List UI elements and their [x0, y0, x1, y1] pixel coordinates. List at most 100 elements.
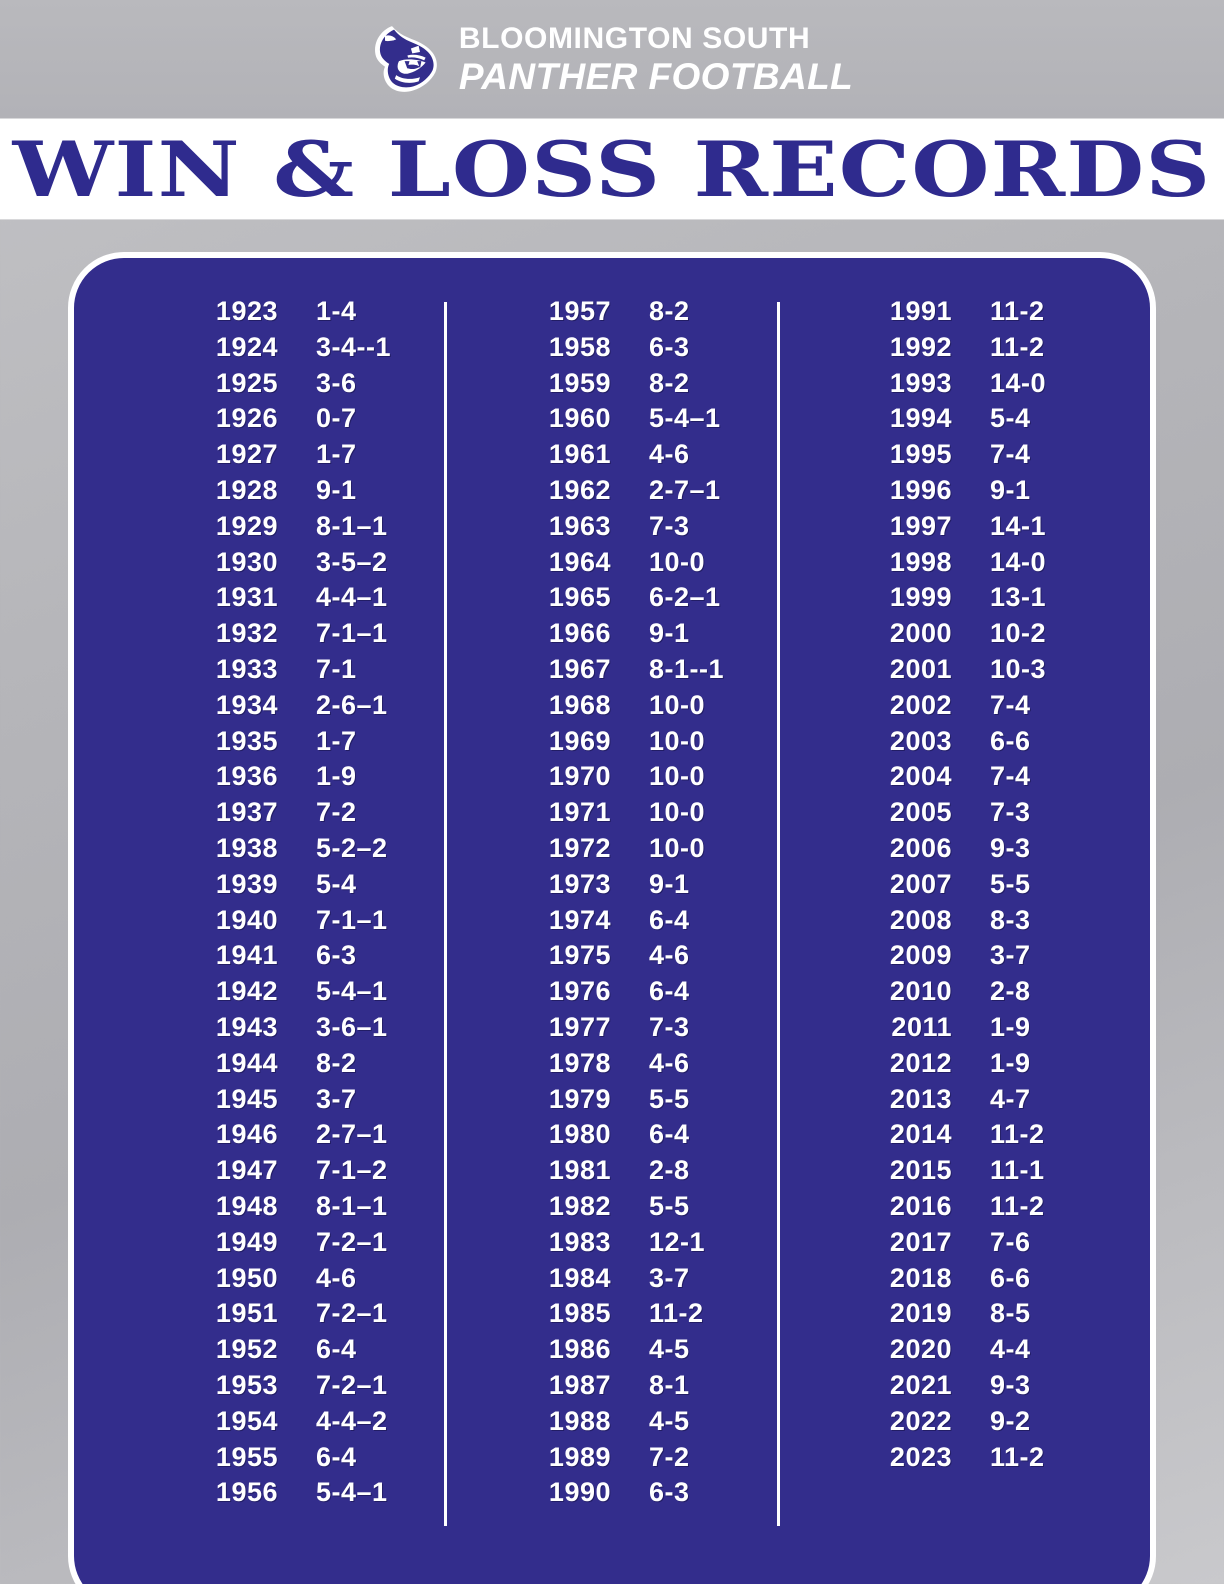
record-row: 1940 7-1–1 [114, 905, 444, 941]
record-value: 4-6 [649, 439, 690, 470]
record-row: 1997 14-1 [780, 511, 1110, 547]
record-value: 4-7 [990, 1083, 1031, 1114]
record-row: 1964 10-0 [447, 547, 777, 583]
record-value: 5-5 [649, 1083, 690, 1114]
records-panel: 1923 1-4 1924 3-4--1 1925 3-6 1926 0-7 1927 1-7 19… [68, 252, 1156, 1584]
record-row: 2002 7-4 [780, 690, 1110, 726]
record-row: 1949 7-2–1 [114, 1227, 444, 1263]
record-row: 1977 7-3 [447, 1012, 777, 1048]
record-value: 8-2 [649, 296, 690, 326]
record-value: 4-4–2 [316, 1405, 388, 1436]
record-row: 2022 9-2 [780, 1406, 1110, 1442]
record-year: 1942 [215, 976, 278, 1007]
record-year: 1956 [215, 1477, 278, 1508]
record-year: 1972 [548, 832, 611, 863]
record-year: 1978 [548, 1047, 611, 1078]
record-row: 1999 13-1 [780, 582, 1110, 618]
record-value: 3-7 [649, 1262, 690, 1293]
record-row: 2004 7-4 [780, 761, 1110, 797]
record-row: 1979 5-5 [447, 1084, 777, 1120]
record-row: 1978 4-6 [447, 1048, 777, 1084]
record-year: 2018 [889, 1262, 952, 1293]
record-value: 11-2 [990, 296, 1045, 326]
record-row: 1927 1-7 [114, 439, 444, 475]
record-year: 2020 [889, 1334, 952, 1365]
record-value: 5-2–2 [316, 832, 388, 863]
record-year: 2009 [889, 940, 952, 971]
record-year: 2016 [889, 1190, 952, 1221]
record-value: 6-4 [649, 1119, 690, 1150]
record-value: 1-7 [316, 725, 357, 756]
record-value: 7-4 [990, 439, 1031, 470]
record-year: 1937 [215, 797, 278, 828]
record-year: 1986 [548, 1334, 611, 1365]
record-row: 2019 8-5 [780, 1298, 1110, 1334]
record-year: 1960 [548, 403, 611, 434]
record-year: 1949 [215, 1226, 278, 1257]
record-value: 10-3 [990, 653, 1047, 684]
record-year: 1962 [548, 474, 611, 505]
record-value: 6-3 [649, 1477, 690, 1508]
record-row: 1932 7-1–1 [114, 618, 444, 654]
record-value: 7-2–1 [316, 1369, 388, 1400]
record-value: 7-3 [649, 510, 690, 541]
record-year: 1935 [215, 725, 278, 756]
record-row: 2001 10-3 [780, 654, 1110, 690]
record-row: 1924 3-4--1 [114, 332, 444, 368]
page-title: WIN & LOSS RECORDS [12, 124, 1212, 214]
record-value: 9-3 [990, 1369, 1031, 1400]
record-value: 5-4 [990, 403, 1031, 434]
record-year: 2022 [889, 1405, 952, 1436]
record-value: 9-1 [990, 474, 1031, 505]
record-value: 8-3 [990, 904, 1031, 935]
record-value: 8-2 [649, 367, 690, 398]
record-row: 1989 7-2 [447, 1442, 777, 1478]
record-row: 2020 4-4 [780, 1334, 1110, 1370]
record-row: 2018 6-6 [780, 1263, 1110, 1299]
record-year: 1925 [215, 367, 278, 398]
record-row: 1951 7-2–1 [114, 1298, 444, 1334]
record-value: 3-4--1 [316, 331, 392, 362]
record-value: 8-1–1 [316, 1190, 388, 1221]
record-year: 1951 [215, 1298, 278, 1329]
record-year: 1953 [215, 1369, 278, 1400]
record-year: 1928 [215, 474, 278, 505]
record-year: 1961 [548, 439, 611, 470]
column-divider [777, 302, 780, 1526]
record-value: 8-2 [316, 1047, 357, 1078]
record-row: 2012 1-9 [780, 1048, 1110, 1084]
record-year: 2015 [889, 1155, 952, 1186]
record-value: 3-6–1 [316, 1011, 388, 1042]
record-row: 2009 3-7 [780, 940, 1110, 976]
record-value: 9-1 [316, 474, 357, 505]
record-year: 1976 [548, 976, 611, 1007]
record-year: 1941 [215, 940, 278, 971]
record-row: 1992 11-2 [780, 332, 1110, 368]
record-row: 1994 5-4 [780, 403, 1110, 439]
record-year: 1991 [889, 296, 952, 326]
record-row: 1961 4-6 [447, 439, 777, 475]
record-year: 1980 [548, 1119, 611, 1150]
record-value: 4-5 [649, 1405, 690, 1436]
record-year: 1990 [548, 1477, 611, 1508]
record-year: 1950 [215, 1262, 278, 1293]
record-row: 1928 9-1 [114, 475, 444, 511]
record-value: 4-5 [649, 1334, 690, 1365]
panther-head-icon [374, 26, 437, 92]
record-value: 3-6 [316, 367, 357, 398]
record-value: 7-3 [990, 797, 1031, 828]
record-row: 1946 2-7–1 [114, 1119, 444, 1155]
record-year: 1923 [215, 296, 278, 326]
record-year: 1965 [548, 582, 611, 613]
record-year: 1924 [215, 331, 278, 362]
record-row: 1995 7-4 [780, 439, 1110, 475]
record-year: 1993 [889, 367, 952, 398]
record-row: 1956 5-4–1 [114, 1477, 444, 1513]
record-row: 1948 8-1–1 [114, 1191, 444, 1227]
record-year: 1987 [548, 1369, 611, 1400]
record-year: 1954 [215, 1405, 278, 1436]
record-value: 11-2 [990, 1441, 1045, 1472]
record-value: 7-2 [316, 797, 357, 828]
record-value: 4-6 [649, 940, 690, 971]
record-year: 1992 [889, 331, 952, 362]
